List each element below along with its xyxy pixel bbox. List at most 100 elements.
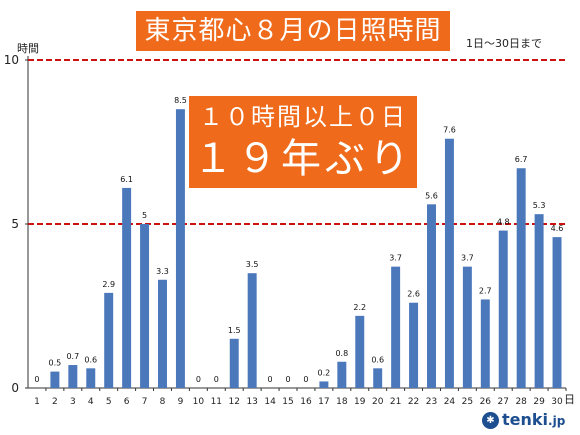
data-label: 7.6 [443,126,456,135]
x-tick-label: 10 [193,397,205,407]
data-label: 3.7 [389,254,402,263]
x-tick-label: 29 [533,397,545,407]
data-label: 3.3 [156,267,169,276]
x-tick-label: 19 [354,397,366,407]
callout-line-2: １９年ぶり [193,136,413,182]
x-tick-label: 13 [246,397,257,407]
x-tick-label: 17 [318,397,329,407]
data-label: 6.1 [120,175,133,184]
bar [552,237,562,388]
x-tick-label: 9 [178,397,184,407]
bar [68,365,78,388]
data-label: 4.8 [497,218,510,227]
bar [498,230,508,388]
x-tick-label: 18 [336,397,348,407]
x-tick-label: 8 [160,397,166,407]
data-label: 0.6 [371,355,384,364]
x-tick-label: 2 [52,397,58,407]
data-label: 0.6 [84,355,97,364]
bar [516,168,526,388]
x-tick-label: 6 [124,397,130,407]
bar [337,361,347,388]
x-tick-label: 16 [300,397,312,407]
x-tick-label: 21 [390,397,401,407]
bar [534,214,544,388]
data-label: 2.2 [353,303,366,312]
data-label: 8.5 [174,96,187,105]
y-axis-label: 時間 [17,42,39,55]
x-tick-label: 22 [408,397,419,407]
data-label: 5.3 [533,201,546,210]
x-tick-label: 20 [372,397,384,407]
data-label: 4.6 [551,224,564,233]
data-label: 0.5 [49,359,62,368]
x-tick-label: 1 [34,397,40,407]
bar [229,338,239,388]
data-label: 3.5 [246,260,259,269]
x-tick-label: 28 [515,397,527,407]
data-label: 0 [214,375,219,384]
bar [427,204,436,388]
bar [175,109,185,388]
callout-line-1: １０時間以上０日 [199,103,407,131]
x-tick-label: 15 [282,397,293,407]
bar [247,273,257,388]
bar [409,302,419,388]
data-label: 5.6 [425,191,438,200]
data-label: 2.7 [479,286,492,295]
data-label: 2.6 [407,290,420,299]
x-axis-unit: 日 [564,393,575,406]
data-label: 2.9 [102,280,115,289]
data-label: 0 [285,375,290,384]
x-tick-label: 25 [462,397,473,407]
tenki-logo: ✱ tenki.jp [482,410,565,430]
x-tick-label: 4 [88,397,94,407]
bar [140,224,150,388]
x-tick-label: 30 [551,397,563,407]
bar [391,266,401,388]
bar [373,368,383,388]
tenki-logo-suffix: .jp [548,414,566,428]
y-tick-label: 0 [11,381,19,395]
x-tick-label: 14 [264,397,276,407]
data-label: 0 [268,375,273,384]
x-tick-label: 11 [211,397,222,407]
y-tick-label: 5 [11,217,19,231]
bar [104,292,114,388]
data-label: 0.2 [318,368,331,377]
bar [480,299,490,388]
data-label: 0.7 [66,352,79,361]
bar [86,368,96,388]
x-tick-label: 12 [229,397,240,407]
bar [50,371,60,388]
callout-box: １０時間以上０日 １９年ぶり [189,96,417,188]
tenki-logo-icon: ✱ [482,412,499,429]
x-tick-label: 3 [70,397,76,407]
data-label: 1.5 [228,326,241,335]
bar [122,187,132,388]
x-tick-label: 26 [480,397,492,407]
y-tick-label: 10 [4,53,19,67]
chart-title: 東京都心８月の日照時間 [136,11,450,51]
data-label: 0 [34,375,39,384]
bar [444,138,454,388]
x-tick-label: 27 [498,397,509,407]
x-tick-label: 24 [444,397,456,407]
x-tick-label: 7 [142,397,148,407]
bar [319,381,329,388]
tenki-logo-text: tenki [502,410,549,429]
chart-subtitle: 1日〜30日まで [466,37,542,50]
data-label: 5 [142,211,147,220]
bar [462,266,472,388]
bar [158,279,167,388]
data-label: 6.7 [515,155,528,164]
data-label: 0.8 [335,349,348,358]
data-label: 0 [196,375,201,384]
data-label: 3.7 [461,254,474,263]
x-tick-label: 23 [426,397,437,407]
x-tick-label: 5 [106,397,112,407]
bar [355,315,365,388]
data-label: 0 [303,375,308,384]
